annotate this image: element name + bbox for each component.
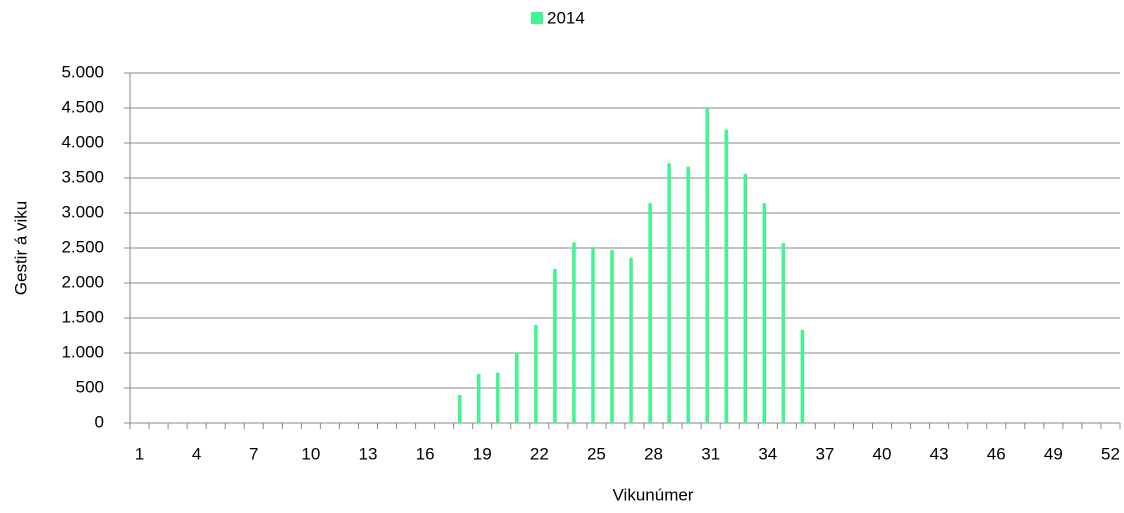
x-tick-label: 13 (359, 444, 378, 463)
bar (591, 248, 595, 423)
x-tick-label: 37 (815, 444, 834, 463)
y-tick-label: 0 (95, 412, 104, 431)
bar (705, 108, 709, 423)
x-tick-label: 16 (416, 444, 435, 463)
y-tick-label: 5.000 (61, 62, 104, 81)
x-tick-label: 43 (930, 444, 949, 463)
x-tick-label: 10 (301, 444, 320, 463)
bar (800, 329, 805, 423)
y-tick-label: 2.000 (61, 272, 104, 291)
x-tick-label: 31 (701, 444, 720, 463)
bar (572, 242, 576, 423)
bar (762, 203, 767, 423)
bar (477, 374, 481, 423)
bar (724, 129, 729, 423)
y-tick-label: 4.500 (61, 97, 104, 116)
x-tick-label: 28 (644, 444, 663, 463)
x-tick-label: 22 (530, 444, 549, 463)
y-tick-label: 1.000 (61, 342, 104, 361)
y-axis-title: Gestir á viku (11, 201, 30, 295)
bar (553, 269, 557, 423)
x-tick-label: 40 (873, 444, 892, 463)
x-tick-label: 34 (758, 444, 777, 463)
x-tick-label: 46 (987, 444, 1006, 463)
bar (781, 243, 786, 423)
bar (743, 173, 748, 423)
y-tick-label: 3.500 (61, 167, 104, 186)
x-tick-label: 25 (587, 444, 606, 463)
bar (610, 250, 614, 423)
legend-swatch (531, 12, 543, 24)
x-tick-label: 19 (473, 444, 492, 463)
x-tick-label: 1 (135, 444, 144, 463)
bar (648, 203, 652, 423)
bar (629, 257, 633, 423)
y-tick-label: 4.000 (61, 132, 104, 151)
y-tick-label: 500 (76, 377, 104, 396)
y-tick-label: 3.000 (61, 202, 104, 221)
x-tick-label: 49 (1044, 444, 1063, 463)
x-tick-label: 7 (249, 444, 258, 463)
bar (457, 395, 462, 423)
bar (496, 372, 500, 423)
x-tick-label: 52 (1101, 444, 1120, 463)
legend-label: 2014 (547, 8, 585, 27)
bar (534, 325, 538, 423)
bar (667, 163, 671, 424)
bar (686, 166, 690, 424)
x-axis-title: Vikunúmer (613, 485, 694, 504)
bar (515, 353, 519, 423)
y-tick-label: 2.500 (61, 237, 104, 256)
x-tick-label: 4 (192, 444, 201, 463)
y-tick-label: 1.500 (61, 307, 104, 326)
